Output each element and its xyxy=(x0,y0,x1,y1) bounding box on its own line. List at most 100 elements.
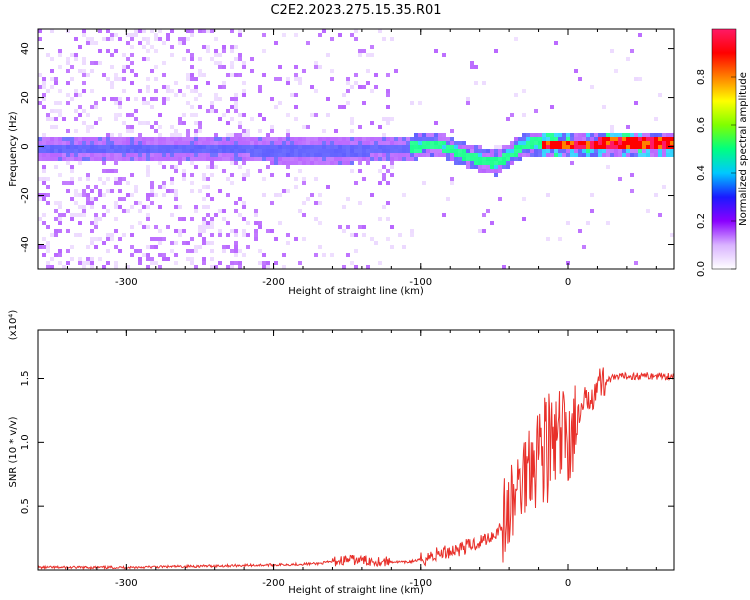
spectrogram-cell xyxy=(234,101,238,105)
spectrogram-cell xyxy=(314,145,318,149)
spectrogram-cell xyxy=(670,153,674,157)
spectrogram-cell xyxy=(286,153,290,157)
spectrogram-cell xyxy=(582,137,586,141)
spectrogram-cell xyxy=(230,137,234,141)
spectrogram-cell xyxy=(470,65,474,69)
spectrogram-cell xyxy=(42,165,46,169)
spectrogram-cell xyxy=(38,153,42,157)
spectrogram-cell xyxy=(42,177,46,181)
spectrogram-cell xyxy=(586,141,590,145)
spectrogram-cell xyxy=(630,137,634,141)
spectrogram-cell xyxy=(298,161,302,165)
spectrogram-cell xyxy=(194,77,198,81)
spectrogram-cell xyxy=(282,153,286,157)
spectrogram-cell xyxy=(254,221,258,225)
spectrogram-cell xyxy=(146,205,150,209)
spectrogram-cell xyxy=(350,85,354,89)
spectrogram-cell xyxy=(82,29,86,33)
spectrogram-cell xyxy=(510,145,514,149)
spectrogram-cell xyxy=(58,213,62,217)
spectrogram-cell xyxy=(198,125,202,129)
spectrogram-cell xyxy=(418,101,422,105)
spectrogram-cell xyxy=(70,141,74,145)
spectrogram-cell xyxy=(62,265,66,269)
spectrogram-cell xyxy=(230,249,234,253)
spectrogram-cell xyxy=(174,149,178,153)
spectrogram-cell xyxy=(174,129,178,133)
spectrogram-frame xyxy=(37,28,675,270)
spectrogram-cell xyxy=(522,89,526,93)
spectrogram-cells xyxy=(38,29,674,269)
spectrogram-cell xyxy=(246,157,250,161)
spectrogram-cell xyxy=(394,69,398,73)
spectrogram-cell xyxy=(86,145,90,149)
spectrogram-cell xyxy=(638,145,642,149)
spectrogram-cell xyxy=(114,77,118,81)
spectrogram-cell xyxy=(54,81,58,85)
spectrogram-cell xyxy=(86,125,90,129)
spectrogram-cell xyxy=(430,153,434,157)
spectrogram-cell xyxy=(74,141,78,145)
spectrogram-cell xyxy=(214,93,218,97)
spectrogram-cell xyxy=(218,153,222,157)
spectrogram-cell xyxy=(146,253,150,257)
spectrogram-cell xyxy=(286,233,290,237)
spectrogram-cell xyxy=(346,145,350,149)
spectrogram-cell xyxy=(530,149,534,153)
spectrogram-cell xyxy=(238,149,242,153)
spectrogram-cell xyxy=(46,145,50,149)
spectrogram-cell xyxy=(162,41,166,45)
spectrogram-cell xyxy=(246,233,250,237)
spectrogram-cell xyxy=(138,41,142,45)
spectrogram-cell xyxy=(418,145,422,149)
spectrogram-cell xyxy=(154,261,158,265)
spectrogram-cell xyxy=(42,77,46,81)
spectrogram-cell xyxy=(186,241,190,245)
spectrogram-cell xyxy=(166,149,170,153)
spectrogram-cell xyxy=(374,157,378,161)
spectrogram-cell xyxy=(222,209,226,213)
spectrogram-cell xyxy=(466,153,470,157)
spectrogram-cell xyxy=(294,105,298,109)
spectrogram-cell xyxy=(214,97,218,101)
spectrogram-cell xyxy=(142,205,146,209)
spectrogram-cell xyxy=(138,201,142,205)
spectrogram-cell xyxy=(230,149,234,153)
spectrogram-cell xyxy=(114,113,118,117)
spectrogram-cell xyxy=(586,137,590,141)
spectrogram-cell xyxy=(398,153,402,157)
spectrogram-cell xyxy=(266,157,270,161)
spectrogram-cell xyxy=(54,125,58,129)
spectrogram-cell xyxy=(150,145,154,149)
spectrogram-cell xyxy=(354,157,358,161)
spectrogram-cell xyxy=(390,145,394,149)
spectrogram-cell xyxy=(658,133,662,137)
spectrogram-cell xyxy=(38,245,42,249)
spectrogram-cell xyxy=(238,133,242,137)
colorbar: 0.00.20.40.60.8 Normalized spectral ampl… xyxy=(696,28,749,277)
spectrogram-cell xyxy=(90,125,94,129)
spectrogram-cell xyxy=(470,149,474,153)
spectrogram-cell xyxy=(382,177,386,181)
spectrogram-cell xyxy=(214,157,218,161)
spectrogram-cell xyxy=(270,229,274,233)
spectrogram-cell xyxy=(50,117,54,121)
spectrogram-cell xyxy=(222,141,226,145)
spectrogram-cell xyxy=(70,153,74,157)
spectrogram-cell xyxy=(214,145,218,149)
spectrogram-cell xyxy=(58,217,62,221)
spectrogram-cell xyxy=(154,77,158,81)
spectrogram-cell xyxy=(230,153,234,157)
spectrogram-cell xyxy=(314,65,318,69)
spectrogram-cell xyxy=(238,153,242,157)
spectrogram-cell xyxy=(646,153,650,157)
spectrogram-cell xyxy=(522,133,526,137)
spectrogram-cell xyxy=(634,133,638,137)
spectrogram-cell xyxy=(110,97,114,101)
spectrogram-cell xyxy=(102,213,106,217)
spectrogram-cell xyxy=(666,153,670,157)
spectrogram-cell xyxy=(494,145,498,149)
spectrogram-cell xyxy=(650,137,654,141)
spectrogram-cell xyxy=(130,205,134,209)
spectrogram-cell xyxy=(670,141,674,145)
